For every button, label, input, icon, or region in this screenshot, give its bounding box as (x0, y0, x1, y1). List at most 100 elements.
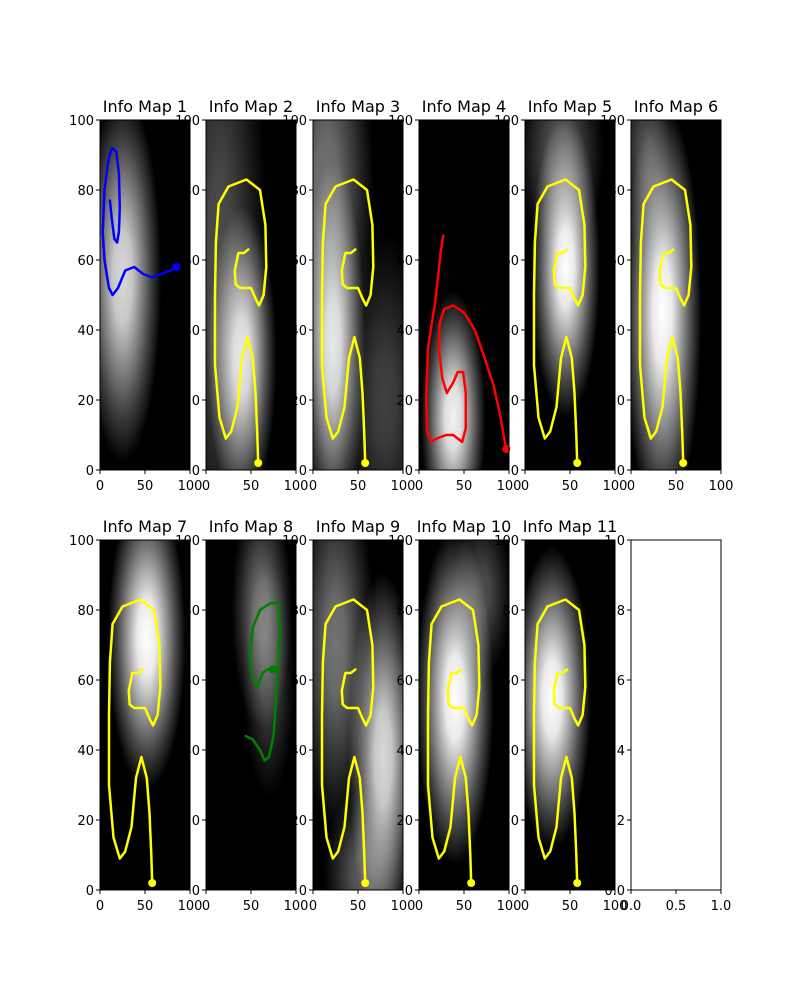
x-tick-label: 0 (309, 479, 317, 494)
y-tick-label: 60 (502, 254, 519, 269)
y-tick-label: 0 (405, 884, 413, 899)
x-tick-label: 0 (415, 899, 423, 914)
trajectory-marker (467, 879, 475, 887)
heatmap-hotspot (243, 562, 295, 797)
y-tick-label: 80 (502, 604, 519, 619)
y-tick-label: 0 (299, 464, 307, 479)
y-tick-label: 20 (290, 394, 307, 409)
y-tick-label: 20 (290, 814, 307, 829)
y-tick-label: 20 (502, 394, 519, 409)
y-tick-label: 40 (183, 324, 200, 339)
y-tick-label: 60 (77, 254, 94, 269)
x-tick-label: 50 (243, 479, 260, 494)
x-tick-label: 100 (178, 899, 203, 914)
x-tick-label: 0 (202, 899, 210, 914)
y-tick-label: 40 (608, 324, 625, 339)
y-tick-label: 0.8 (604, 604, 625, 619)
x-tick-label: 100 (391, 479, 416, 494)
y-tick-label: 80 (396, 184, 413, 199)
trajectory-marker (173, 263, 181, 271)
y-tick-label: 20 (77, 394, 94, 409)
y-tick-label: 20 (396, 394, 413, 409)
x-tick-label: 100 (178, 479, 203, 494)
x-tick-label: 50 (562, 479, 579, 494)
y-tick-label: 0 (299, 884, 307, 899)
y-tick-label: 40 (502, 324, 519, 339)
y-tick-label: 60 (608, 254, 625, 269)
x-tick-label: 100 (284, 479, 309, 494)
x-tick-label: 50 (243, 899, 260, 914)
panel-title: Info Map 6 (634, 97, 718, 116)
x-tick-label: 0 (521, 479, 529, 494)
x-tick-label: 50 (562, 899, 579, 914)
y-tick-label: 40 (396, 744, 413, 759)
y-tick-label: 100 (494, 114, 519, 129)
y-tick-label: 100 (600, 114, 625, 129)
x-tick-label: 50 (137, 479, 154, 494)
trajectory-marker (254, 459, 262, 467)
y-tick-label: 40 (502, 744, 519, 759)
x-tick-label: 50 (668, 479, 685, 494)
y-tick-label: 20 (396, 814, 413, 829)
y-tick-label: 100 (69, 534, 94, 549)
x-tick-label: 0 (627, 479, 635, 494)
trajectory-marker (573, 459, 581, 467)
y-tick-label: 60 (396, 674, 413, 689)
y-tick-label: 80 (290, 604, 307, 619)
y-tick-label: 1.0 (604, 534, 625, 549)
y-tick-label: 60 (502, 674, 519, 689)
y-tick-label: 60 (77, 674, 94, 689)
y-tick-label: 40 (290, 324, 307, 339)
panel-title: Info Map 11 (523, 517, 618, 536)
y-tick-label: 80 (290, 184, 307, 199)
y-tick-label: 0 (511, 884, 519, 899)
x-tick-label: 50 (456, 479, 473, 494)
y-tick-label: 80 (502, 184, 519, 199)
y-tick-label: 0 (511, 464, 519, 479)
y-tick-label: 40 (290, 744, 307, 759)
y-tick-label: 20 (77, 814, 94, 829)
trajectory-marker (679, 459, 687, 467)
y-tick-label: 20 (183, 814, 200, 829)
y-tick-label: 60 (290, 674, 307, 689)
y-tick-label: 80 (77, 604, 94, 619)
y-tick-label: 100 (175, 534, 200, 549)
x-tick-label: 100 (603, 479, 628, 494)
y-tick-label: 40 (77, 744, 94, 759)
y-tick-label: 0.0 (604, 884, 625, 899)
x-tick-label: 100 (391, 899, 416, 914)
y-tick-label: 80 (396, 604, 413, 619)
y-tick-label: 20 (502, 814, 519, 829)
trajectory-marker (148, 879, 156, 887)
y-tick-label: 0 (86, 464, 94, 479)
x-tick-label: 0 (521, 899, 529, 914)
x-tick-label: 0 (96, 479, 104, 494)
trajectory-marker (269, 666, 277, 674)
y-tick-label: 100 (282, 534, 307, 549)
panel-title: Info Map 8 (209, 517, 293, 536)
y-tick-label: 100 (388, 534, 413, 549)
trajectory-marker (573, 879, 581, 887)
x-tick-label: 0 (202, 479, 210, 494)
y-tick-label: 40 (396, 324, 413, 339)
y-tick-label: 100 (494, 534, 519, 549)
panel-title: Info Map 2 (209, 97, 293, 116)
y-tick-label: 0.6 (604, 674, 625, 689)
x-tick-label: 100 (284, 899, 309, 914)
y-tick-label: 20 (608, 394, 625, 409)
trajectory-marker (361, 459, 369, 467)
y-tick-label: 80 (608, 184, 625, 199)
y-tick-label: 100 (175, 114, 200, 129)
x-tick-label: 0.5 (666, 899, 687, 914)
x-tick-label: 50 (456, 899, 473, 914)
x-tick-label: 0 (415, 479, 423, 494)
y-tick-label: 100 (282, 114, 307, 129)
y-tick-label: 0.2 (604, 814, 625, 829)
y-tick-label: 60 (183, 254, 200, 269)
x-tick-label: 0 (309, 899, 317, 914)
y-tick-label: 80 (183, 184, 200, 199)
x-tick-label: 100 (709, 479, 734, 494)
y-tick-label: 0 (86, 884, 94, 899)
y-tick-label: 60 (290, 254, 307, 269)
y-tick-label: 100 (69, 114, 94, 129)
